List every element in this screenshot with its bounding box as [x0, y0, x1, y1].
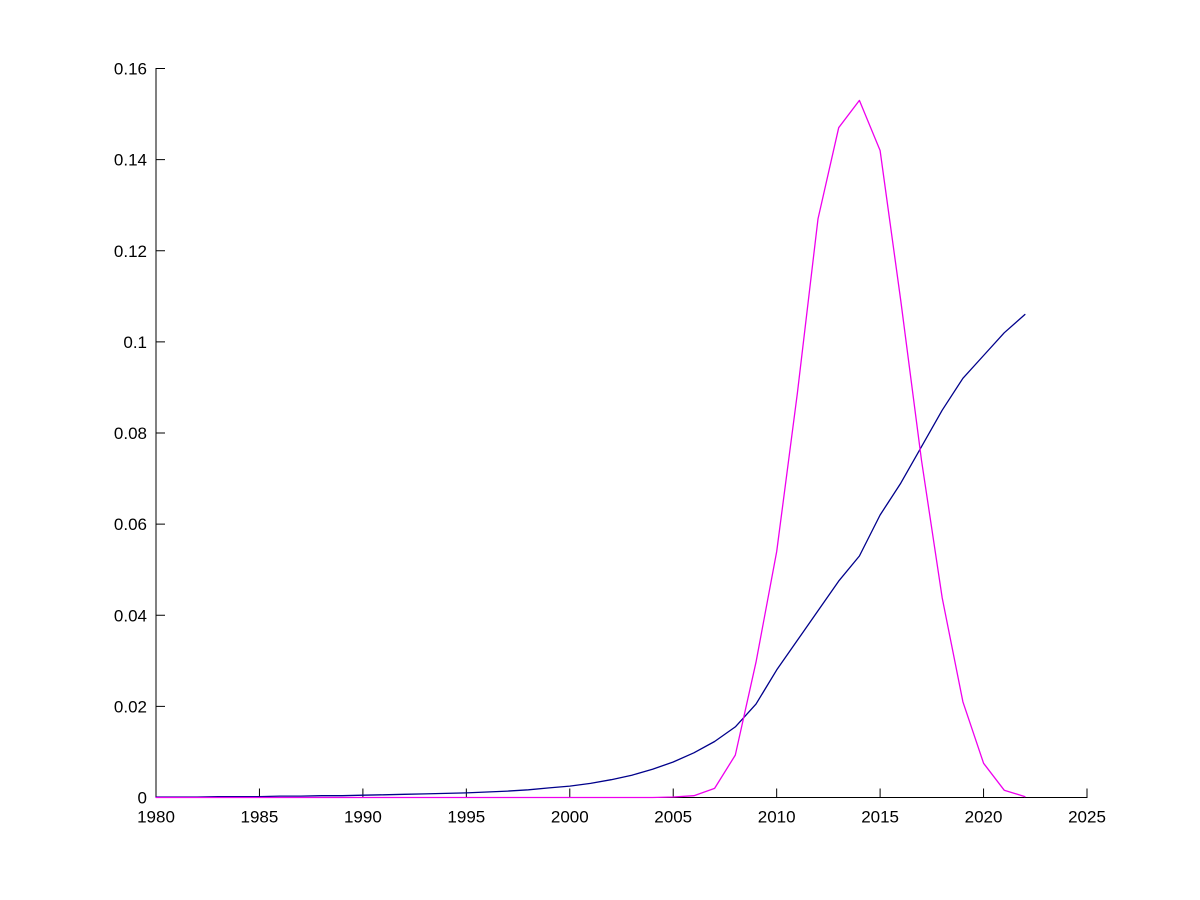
dark-blue-line: [155, 313, 1026, 798]
y-tick-label: 0.08: [114, 424, 147, 443]
x-tick-label: 2000: [551, 808, 589, 827]
x-tick-label: 2005: [654, 808, 692, 827]
y-tick-label: 0.04: [114, 606, 147, 625]
y-tick-label: 0.06: [114, 515, 147, 534]
x-tick-label: 1990: [344, 808, 382, 827]
x-tick-label: 2010: [758, 808, 796, 827]
x-tick-label: 1980: [137, 808, 175, 827]
y-tick-label: 0: [138, 789, 147, 808]
y-tick-label: 0.1: [123, 333, 147, 352]
x-tick-label: 2020: [965, 808, 1003, 827]
x-tick-label: 1985: [241, 808, 279, 827]
y-tick-label: 0.14: [114, 151, 147, 170]
y-tick-label: 0.02: [114, 697, 147, 716]
magenta-line: [155, 99, 1026, 799]
x-tick-label: 1995: [447, 808, 485, 827]
x-tick-label: 2025: [1068, 808, 1106, 827]
y-tick-label: 0.12: [114, 242, 147, 261]
y-tick-label: 0.16: [114, 60, 147, 79]
x-tick-label: 2015: [861, 808, 899, 827]
